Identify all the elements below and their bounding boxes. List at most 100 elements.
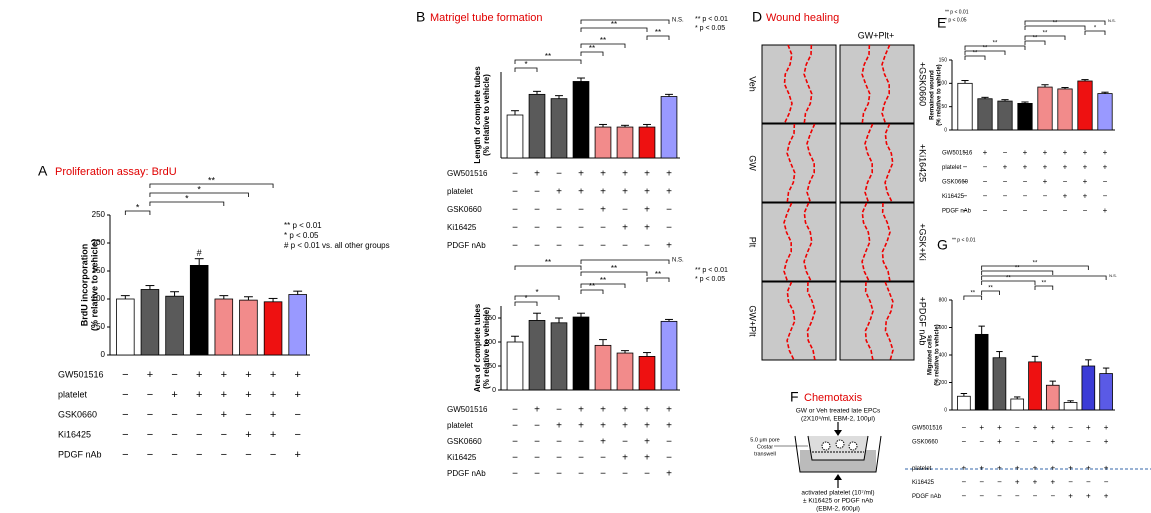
condition-sign: − [600,469,606,480]
condition-sign: − [1043,206,1048,215]
significance-bracket [981,270,1054,275]
significance-note: ** p < 0.01 [952,237,976,243]
significance-bracket [646,35,670,40]
diagram-text: (EBM-2, 600μl) [816,506,860,513]
condition-sign: + [1104,423,1109,432]
condition-sign: − [1068,478,1073,487]
condition-sign: − [1023,192,1028,201]
condition-sign: + [245,389,251,401]
condition-sign: + [1068,492,1073,501]
condition-sign: + [1103,148,1108,157]
condition-sign: − [1063,206,1068,215]
condition-sign: − [963,192,968,201]
bar [957,395,971,411]
significance-note: # p < 0.01 vs. all other groups [284,241,390,250]
significance-label: ** [970,291,975,297]
significance-bracket [149,201,225,206]
bar [506,341,524,391]
condition-sign: + [622,405,628,416]
panel-title: Proliferation assay: BrdU [55,166,177,178]
significance-bracket [514,295,560,300]
significance-bracket [514,67,538,72]
y-axis-label: Length of complete tubes [473,66,482,164]
condition-label: GSK0660 [912,440,939,446]
condition-sign: − [122,369,128,381]
y-tick-label: 100 [92,294,106,303]
condition-sign: + [622,453,628,464]
wound-edge [786,123,796,203]
significance-bracket [1084,30,1106,35]
condition-sign: − [1023,177,1028,186]
condition-label: GSK0660 [447,437,482,446]
condition-sign: + [1050,423,1055,432]
condition-sign: + [666,187,672,198]
wound-image [839,202,915,282]
significance-label: ** [545,258,551,267]
bar [1010,398,1025,411]
condition-label: platelet [447,187,474,196]
bar [997,100,1013,131]
condition-sign: + [578,421,584,432]
condition-sign: − [962,492,967,501]
wound-edge [803,44,813,124]
condition-sign: + [1063,148,1068,157]
bar [974,333,989,411]
bar [288,294,307,356]
condition-sign: + [270,429,276,441]
condition-sign: + [221,389,227,401]
significance-bracket [580,271,648,276]
panel-letter: A [38,163,48,179]
condition-sign: + [666,421,672,432]
row-label: Veh [748,76,758,92]
significance-label: ** [1053,21,1058,27]
condition-sign: + [1083,177,1088,186]
condition-sign: + [1033,464,1038,473]
bar [506,114,524,159]
condition-sign: − [1043,192,1048,201]
significance-label: * [535,288,538,297]
diagram-text: (2X10⁵/ml, EBM-2, 100μl) [801,416,875,423]
condition-sign: − [962,423,967,432]
significance-label: N.S. [672,18,684,24]
condition-sign: + [600,437,606,448]
condition-sign: + [556,187,562,198]
condition-label: GW501516 [912,426,943,432]
condition-sign: − [622,205,628,216]
condition-sign: − [534,421,540,432]
bar [594,126,612,159]
wound-edge [786,281,796,361]
significance-bracket [580,259,670,264]
diagram-text: Costar [757,444,773,450]
condition-sign: − [245,409,251,421]
bar [1028,361,1042,411]
condition-sign: − [534,437,540,448]
condition-sign: − [122,389,128,401]
condition-sign: + [1104,437,1109,446]
condition-label: Ki16425 [447,223,477,232]
panel-title: Wound healing [766,12,839,24]
condition-label: PDGF nAb [58,449,102,459]
y-axis-label: (% relative to vehicle) [89,239,99,331]
bar [1057,88,1073,131]
condition-sign: − [983,192,988,201]
bar [572,316,590,391]
bar [992,357,1007,411]
condition-label: platelet [447,421,474,430]
condition-sign: − [962,478,967,487]
condition-sign: − [622,469,628,480]
condition-sign: + [534,405,540,416]
bar [1017,103,1033,131]
condition-sign: − [1103,192,1108,201]
condition-sign: − [245,449,251,461]
condition-sign: − [294,409,300,421]
significance-bracket [981,265,1089,270]
condition-label: platelet [942,165,962,171]
significance-label: ** [1043,31,1048,37]
y-tick-label: 150 [484,315,496,322]
condition-sign: + [1083,192,1088,201]
condition-sign: + [1015,464,1020,473]
panel-letter: B [416,9,425,25]
condition-sign: − [1104,478,1109,487]
condition-sign: + [171,389,177,401]
y-axis-label: Area of complete tubes [473,303,482,392]
